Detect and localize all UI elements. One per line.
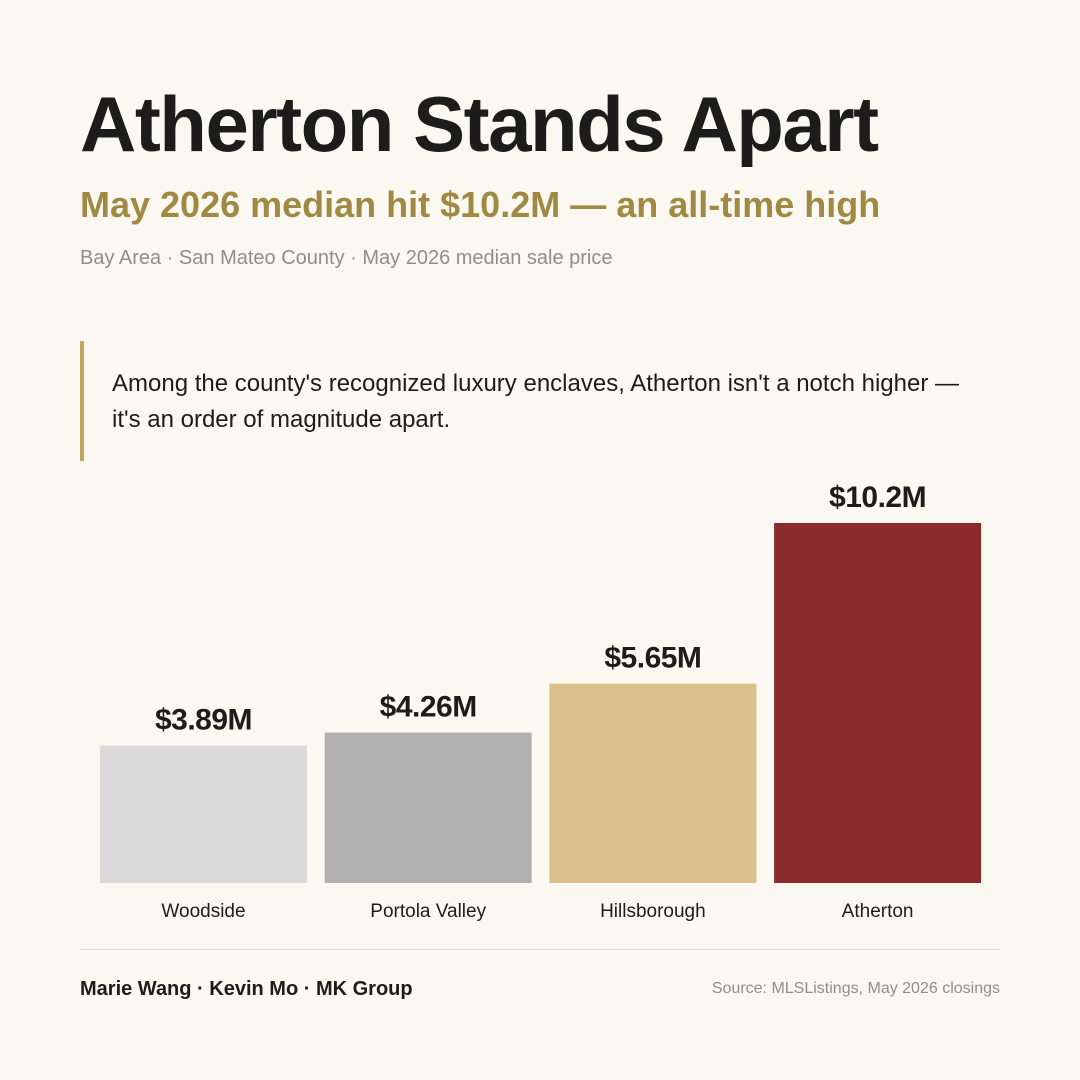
- callout-quote: Among the county's recognized luxury enc…: [80, 341, 980, 461]
- category-label-woodside: Woodside: [161, 901, 245, 922]
- category-label-hillsborough: Hillsborough: [600, 901, 706, 922]
- page-title: Atherton Stands Apart: [80, 80, 879, 168]
- value-label-portola-valley: $4.26M: [380, 691, 477, 724]
- bar-portola-valley: [324, 732, 532, 883]
- category-label-atherton: Atherton: [842, 901, 914, 922]
- subtitle: May 2026 median hit $10.2M — an all-time…: [80, 184, 881, 225]
- value-label-woodside: $3.89M: [155, 704, 252, 737]
- bar-woodside: [100, 745, 307, 883]
- meta-line: Bay Area · San Mateo County · May 2026 m…: [80, 247, 613, 269]
- category-label-portola-valley: Portola Valley: [370, 901, 486, 922]
- value-label-atherton: $10.2M: [829, 481, 926, 514]
- credits-text: Marie Wang · Kevin Mo · MK Group: [80, 978, 413, 1000]
- callout-text: Among the county's recognized luxury enc…: [112, 370, 959, 433]
- value-label-hillsborough: $5.65M: [604, 642, 701, 675]
- source-text: Source: MLSListings, May 2026 closings: [711, 980, 1000, 997]
- bar-atherton: [774, 523, 982, 883]
- footer-divider: [80, 949, 1000, 950]
- bar-hillsborough: [549, 683, 757, 883]
